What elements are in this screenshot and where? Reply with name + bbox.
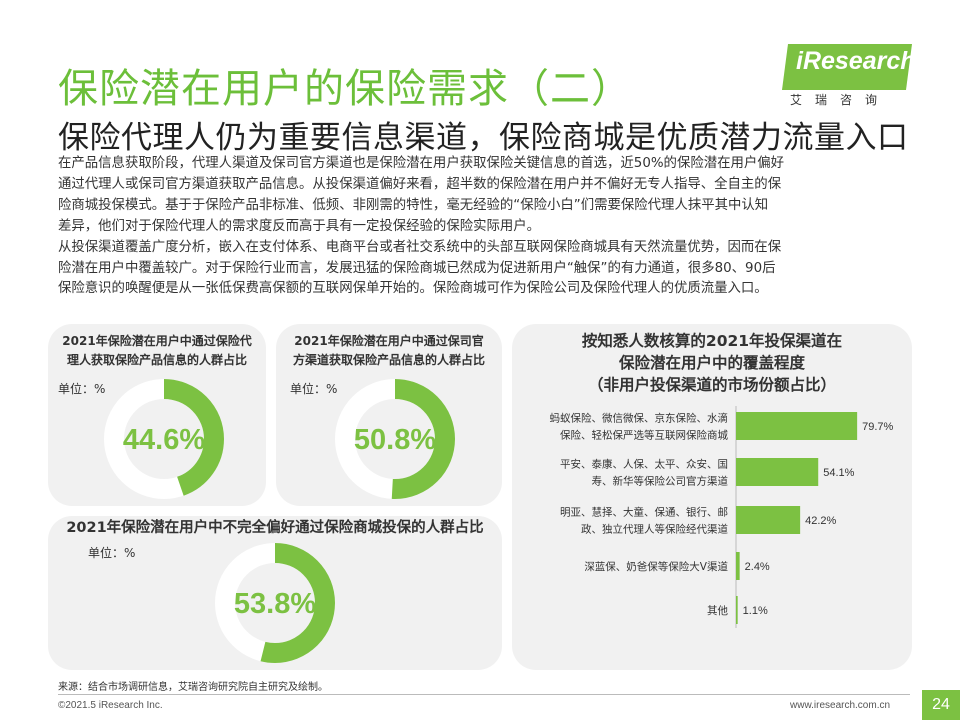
bar-chart-title-line: 按知悉人数核算的2021年投保渠道在	[581, 332, 843, 350]
donut-panel-official: 2021年保险潜在用户中通过保司官 方渠道获取保险产品信息的人群占比 单位：% …	[276, 324, 502, 506]
bar-category-label: 政、独立代理人等保险经代渠道	[581, 523, 728, 536]
page-subtitle: 保险代理人仍为重要信息渠道，保险商城是优质潜力流量入口	[58, 120, 909, 156]
bar	[736, 506, 801, 534]
logo-cn-text: 艾瑞咨询	[790, 93, 891, 107]
donut-title-line: 2021年保险潜在用户中不完全偏好通过保险商城投保的人群占比	[66, 520, 484, 536]
bar	[736, 552, 740, 580]
donut-chart-mall: 53.8%	[215, 543, 335, 663]
bar-category-label: 寿、新华等保险公司官方渠道	[592, 475, 729, 488]
donut-panel-agent: 2021年保险潜在用户中通过保险代 理人获取保险产品信息的人群占比 单位：% 4…	[48, 324, 266, 506]
bar-category-label: 蚂蚁保险、微信微保、京东保险、水滴	[550, 412, 729, 425]
unit-label: 单位：%	[88, 546, 136, 560]
bar-value-label: 54.1%	[823, 467, 854, 479]
bar-category-label: 深蓝保、奶爸保等保险大V渠道	[584, 560, 728, 573]
body-line: 从投保渠道覆盖广度分析，嵌入在支付体系、电商平台或者社交系统中的头部互联网保险商…	[58, 239, 782, 255]
bar	[736, 458, 819, 486]
donut-value: 53.8%	[234, 588, 316, 620]
footer-divider	[58, 694, 910, 695]
donut-title: 2021年保险潜在用户中通过保险代 理人获取保险产品信息的人群占比	[54, 332, 260, 370]
bar-category-label: 明亚、慧择、大童、保通、银行、邮	[560, 506, 728, 519]
page-title: 保险潜在用户的保险需求（二）	[58, 66, 632, 112]
bar-value-label: 79.7%	[862, 421, 893, 433]
body-line: 险商城投保模式。基于于保险产品非标准、低频、非刚需的特性，毫无经验的“保险小白”…	[58, 197, 769, 213]
iresearch-logo: iResearch	[782, 44, 916, 90]
donut-title-line: 理人获取保险产品信息的人群占比	[66, 353, 247, 367]
page-number: 24	[922, 690, 960, 720]
bar-value-label: 2.4%	[745, 561, 770, 573]
bar-category-label: 平安、泰康、人保、太平、众安、国	[560, 458, 728, 471]
logo-text: iResearch	[796, 47, 916, 75]
footer-copyright: ©2021.5 iResearch Inc.	[58, 700, 163, 711]
unit-label: 单位：%	[290, 382, 338, 396]
footer-source: 来源：结合市场调研信息，艾瑞咨询研究院自主研究及绘制。	[58, 682, 328, 693]
body-line: 保险意识的唤醒便是从一张低保费高保额的互联网保单开始的。保险商城可作为保险公司及…	[58, 281, 768, 297]
body-line: 在产品信息获取阶段，代理人渠道及保司官方渠道也是保险潜在用户获取保险关键信息的首…	[58, 156, 785, 171]
donut-panel-mall: 2021年保险潜在用户中不完全偏好通过保险商城投保的人群占比 单位：% 53.8…	[48, 516, 502, 670]
unit-label: 单位：%	[58, 382, 106, 396]
bar	[736, 596, 738, 624]
bar	[736, 412, 858, 440]
donut-title-line: 2021年保险潜在用户中通过保险代	[62, 334, 252, 348]
donut-chart-official: 50.8%	[335, 379, 455, 499]
donut-value: 44.6%	[123, 424, 205, 456]
bar-category-label: 其他	[707, 604, 728, 617]
donut-title-line: 方渠道获取保险产品信息的人群占比	[292, 353, 485, 367]
bar-chart-title-line: 保险潜在用户中的覆盖程度	[618, 354, 805, 372]
body-line: 险潜在用户中覆盖较广。对于保险行业而言，发展迅猛的保险商城已然成为促进新用户“触…	[58, 260, 776, 276]
bar-category-label: 保险、轻松保严选等互联网保险商城	[560, 429, 728, 442]
donut-title: 2021年保险潜在用户中通过保司官 方渠道获取保险产品信息的人群占比	[282, 332, 496, 370]
bar-chart-title-line: （非用户投保渠道的市场份额占比）	[587, 376, 836, 394]
donut-value: 50.8%	[354, 424, 436, 456]
body-line: 差异，他们对于保险代理人的需求度反而高于具有一定投保经验的保险实际用户。	[58, 218, 541, 234]
donut-fill	[335, 379, 455, 499]
bar-chart-panel: 按知悉人数核算的2021年投保渠道在 保险潜在用户中的覆盖程度 （非用户投保渠道…	[512, 324, 912, 670]
donut-chart-agent: 44.6%	[104, 379, 224, 499]
donut-fill	[104, 379, 224, 499]
donut-fill	[215, 543, 335, 663]
donut-title: 2021年保险潜在用户中不完全偏好通过保险商城投保的人群占比	[48, 518, 502, 538]
footer-website: www.iresearch.com.cn	[790, 700, 891, 711]
donut-title-line: 2021年保险潜在用户中通过保司官	[294, 334, 484, 348]
body-text: 在产品信息获取阶段，代理人渠道及保司官方渠道也是保险潜在用户获取保险关键信息的首…	[58, 154, 910, 300]
bar-value-label: 1.1%	[743, 605, 768, 617]
bar-value-label: 42.2%	[805, 515, 836, 527]
body-line: 通过代理人或保司官方渠道获取产品信息。从投保渠道偏好来看，超半数的保险潜在用户并…	[58, 176, 782, 192]
logo-banner-shape	[782, 44, 912, 90]
bar-chart-title: 按知悉人数核算的2021年投保渠道在 保险潜在用户中的覆盖程度 （非用户投保渠道…	[512, 330, 912, 396]
